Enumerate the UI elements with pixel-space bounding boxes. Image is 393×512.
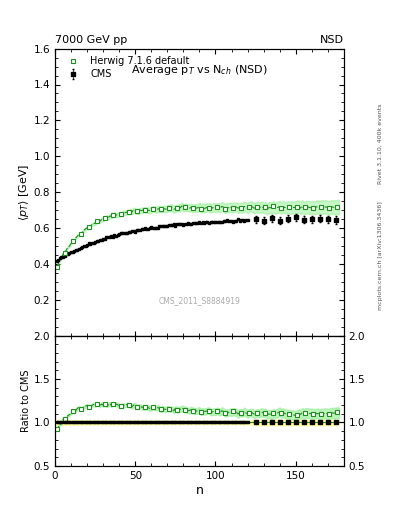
- Herwig 7.1.6 default: [215, 204, 219, 210]
- Herwig 7.1.6 default: [143, 207, 147, 213]
- Herwig 7.1.6 default: [311, 204, 316, 210]
- Herwig 7.1.6 default: [231, 204, 235, 210]
- Line: Herwig 7.1.6 default: Herwig 7.1.6 default: [55, 204, 340, 269]
- Text: mcplots.cern.ch [arXiv:1306.3436]: mcplots.cern.ch [arXiv:1306.3436]: [378, 202, 383, 310]
- Text: NSD: NSD: [320, 35, 344, 45]
- Herwig 7.1.6 default: [151, 206, 155, 212]
- Herwig 7.1.6 default: [255, 204, 260, 210]
- Y-axis label: $\langle p_T \rangle$ [GeV]: $\langle p_T \rangle$ [GeV]: [17, 163, 31, 221]
- Herwig 7.1.6 default: [159, 206, 163, 212]
- Herwig 7.1.6 default: [167, 205, 171, 211]
- Herwig 7.1.6 default: [263, 204, 268, 210]
- Herwig 7.1.6 default: [183, 204, 187, 210]
- Herwig 7.1.6 default: [247, 204, 252, 210]
- Herwig 7.1.6 default: [78, 231, 83, 237]
- Herwig 7.1.6 default: [335, 204, 340, 210]
- Herwig 7.1.6 default: [54, 264, 59, 270]
- X-axis label: n: n: [195, 483, 204, 497]
- Herwig 7.1.6 default: [295, 204, 300, 210]
- Text: Rivet 3.1.10, 400k events: Rivet 3.1.10, 400k events: [378, 103, 383, 184]
- Herwig 7.1.6 default: [62, 250, 67, 256]
- Text: Average p$_T$ vs N$_{ch}$ (NSD): Average p$_T$ vs N$_{ch}$ (NSD): [131, 63, 268, 77]
- Herwig 7.1.6 default: [174, 205, 179, 211]
- Herwig 7.1.6 default: [191, 205, 195, 211]
- Herwig 7.1.6 default: [199, 206, 204, 212]
- Herwig 7.1.6 default: [86, 224, 91, 230]
- Herwig 7.1.6 default: [70, 238, 75, 244]
- Herwig 7.1.6 default: [103, 215, 107, 221]
- Herwig 7.1.6 default: [110, 212, 115, 219]
- Herwig 7.1.6 default: [134, 208, 139, 215]
- Herwig 7.1.6 default: [287, 204, 292, 210]
- Herwig 7.1.6 default: [118, 211, 123, 217]
- Herwig 7.1.6 default: [303, 204, 308, 210]
- Herwig 7.1.6 default: [271, 203, 275, 209]
- Herwig 7.1.6 default: [319, 204, 324, 210]
- Herwig 7.1.6 default: [127, 209, 131, 215]
- Text: 7000 GeV pp: 7000 GeV pp: [55, 35, 127, 45]
- Herwig 7.1.6 default: [279, 205, 284, 211]
- Legend: Herwig 7.1.6 default, CMS: Herwig 7.1.6 default, CMS: [60, 53, 192, 82]
- Herwig 7.1.6 default: [327, 205, 332, 211]
- Herwig 7.1.6 default: [239, 205, 244, 211]
- Herwig 7.1.6 default: [207, 204, 211, 210]
- Herwig 7.1.6 default: [223, 205, 228, 211]
- Text: CMS_2011_S8884919: CMS_2011_S8884919: [158, 296, 241, 306]
- Herwig 7.1.6 default: [94, 218, 99, 224]
- Y-axis label: Ratio to CMS: Ratio to CMS: [21, 370, 31, 432]
